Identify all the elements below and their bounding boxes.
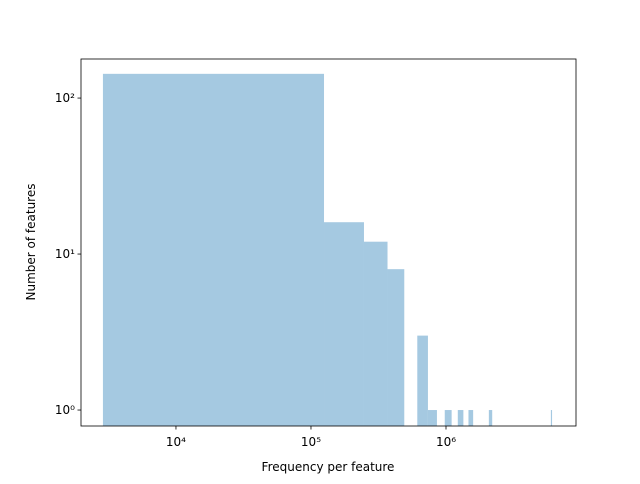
x-tick-label: 10⁵ — [301, 435, 321, 449]
bar — [324, 222, 364, 426]
bar — [427, 410, 437, 426]
x-tick-label: 10⁴ — [166, 435, 186, 449]
bar — [488, 410, 493, 426]
bar — [102, 73, 325, 426]
bar — [468, 410, 474, 426]
y-tick-label: 10⁰ — [55, 403, 75, 417]
bar — [417, 335, 428, 426]
bar — [444, 410, 452, 426]
x-tick-label: 10⁶ — [436, 435, 456, 449]
y-tick-label: 10² — [55, 91, 75, 105]
axes-frame — [80, 58, 577, 427]
bar — [550, 410, 553, 426]
bar — [387, 269, 405, 426]
x-axis-label: Frequency per feature — [262, 460, 395, 474]
y-tick-label: 10¹ — [55, 247, 75, 261]
bar — [457, 410, 464, 426]
bar — [363, 241, 388, 426]
y-axis-label: Number of features — [24, 184, 38, 301]
